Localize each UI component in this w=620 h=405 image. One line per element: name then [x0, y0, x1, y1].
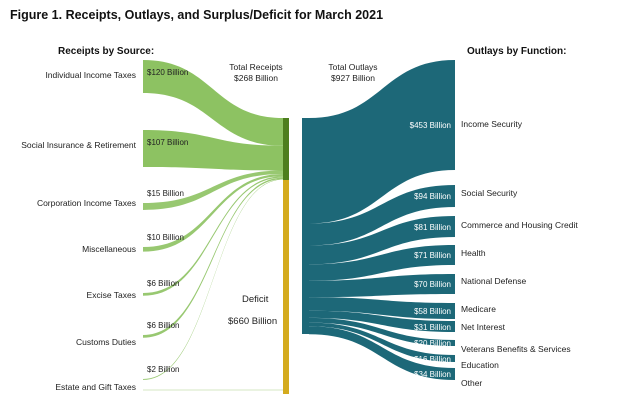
deficit-label: Deficit: [242, 294, 269, 305]
total-outlays-value: $927 Billion: [331, 73, 375, 83]
receipt-label-estate-and-gift-taxes: Estate and Gift Taxes: [55, 382, 136, 392]
outlay-value-commerce-and-housing-credit: $81 Billion: [414, 223, 451, 232]
total-receipts-label: Total Receipts: [229, 62, 282, 72]
receipt-label-social-insurance-and-retirement: Social Insurance & Retirement: [21, 140, 136, 150]
outlay-value-veterans-benefits-and-services: $20 Billion: [414, 339, 451, 348]
outlay-flow-education: [309, 322, 455, 362]
outlay-value-medicare: $58 Billion: [414, 307, 451, 316]
outlays-header: Outlays by Function:: [467, 46, 566, 57]
outlay-label-commerce-and-housing-credit: Commerce and Housing Credit: [461, 220, 578, 230]
receipt-value-individual-income-taxes: $120 Billion: [147, 68, 188, 77]
receipt-label-miscellaneous: Miscellaneous: [82, 244, 136, 254]
total-receipts-value: $268 Billion: [234, 73, 278, 83]
outlay-value-health: $71 Billion: [414, 251, 451, 260]
outlay-value-income-security: $453 Billion: [410, 121, 451, 130]
receipt-value-excise-taxes: $6 Billion: [147, 279, 179, 288]
outlay-value-education: $16 Billion: [414, 355, 451, 364]
outlay-label-social-security: Social Security: [461, 188, 518, 198]
receipt-flow-social-insurance-and-retirement: [143, 130, 283, 171]
outlay-flows: [309, 60, 455, 380]
outlay-flow-net-interest: [309, 310, 455, 332]
outlay-flow-health: [309, 245, 455, 281]
outlay-label-net-interest: Net Interest: [461, 322, 506, 332]
outlay-flow-veterans-benefits-and-services: [309, 317, 455, 346]
outlay-label-veterans-benefits-and-services: Veterans Benefits & Services: [461, 344, 571, 354]
receipt-value-social-insurance-and-retirement: $107 Billion: [147, 138, 188, 147]
outlay-label-medicare: Medicare: [461, 304, 496, 314]
receipt-label-excise-taxes: Excise Taxes: [87, 290, 136, 300]
receipt-flow-estate-and-gift-taxes: [143, 179, 283, 380]
receipt-flow-miscellaneous: [143, 173, 283, 252]
receipt-flow-individual-income-taxes: [143, 60, 283, 146]
receipt-flow-excise-taxes: [143, 176, 283, 296]
total-outlays-label: Total Outlays: [328, 62, 377, 72]
receipt-value-estate-and-gift-taxes: $2 Billion: [147, 365, 179, 374]
deficit-node: [283, 180, 289, 394]
outlay-label-income-security: Income Security: [461, 119, 523, 129]
receipt-label-corporation-income-taxes: Corporation Income Taxes: [37, 198, 136, 208]
sankey-labels: $120 Billion Individual Income Taxes $107 …: [21, 68, 578, 392]
receipt-label-customs-duties: Customs Duties: [76, 337, 136, 347]
outlay-flow-medicare: [309, 297, 455, 319]
receipts-header: Receipts by Source:: [58, 46, 154, 57]
outlay-label-other: Other: [461, 378, 482, 388]
outlay-label-national-defense: National Defense: [461, 276, 526, 286]
receipt-value-miscellaneous: $10 Billion: [147, 233, 184, 242]
deficit-value: $660 Billion: [228, 316, 277, 327]
receipts-node: [283, 118, 289, 180]
receipt-flow-corporation-income-taxes: [143, 170, 283, 210]
receipt-flow-customs-duties: [143, 177, 283, 338]
receipt-value-corporation-income-taxes: $15 Billion: [147, 189, 184, 198]
outlay-flow-social-security: [309, 185, 455, 246]
sankey-nodes: [283, 118, 309, 394]
outlay-value-other: $34 Billion: [414, 370, 451, 379]
outlay-value-social-security: $94 Billion: [414, 192, 451, 201]
outlay-flow-income-security: [309, 60, 455, 224]
receipt-label-individual-income-taxes: Individual Income Taxes: [45, 70, 136, 80]
outlay-flow-commerce-and-housing-credit: [309, 216, 455, 265]
outlay-value-net-interest: $31 Billion: [414, 323, 451, 332]
outlay-label-health: Health: [461, 248, 486, 258]
receipt-flows: [143, 60, 283, 391]
outlay-flow-national-defense: [309, 274, 455, 298]
outlay-label-education: Education: [461, 360, 499, 370]
outlays-node: [302, 118, 309, 334]
outlay-value-national-defense: $70 Billion: [414, 280, 451, 289]
receipt-value-customs-duties: $6 Billion: [147, 321, 179, 330]
figure-title: Figure 1. Receipts, Outlays, and Surplus…: [10, 8, 384, 22]
outlay-flow-other: [309, 326, 455, 380]
